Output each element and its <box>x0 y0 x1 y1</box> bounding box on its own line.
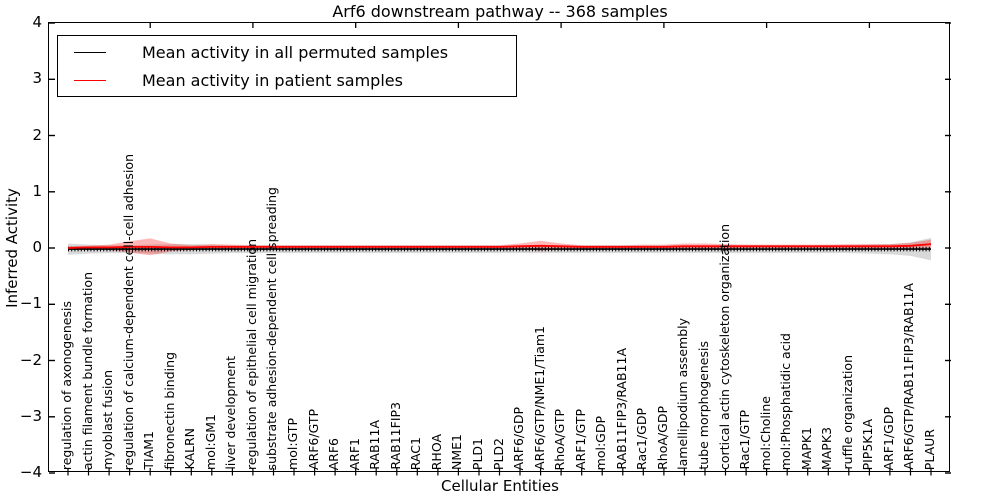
x-tick-label: mol:GTP <box>285 418 301 470</box>
legend-label: Mean activity in patient samples <box>142 70 403 90</box>
x-tick-label: substrate adhesion-dependent cell spread… <box>264 186 280 470</box>
x-tick-label: mol:Choline <box>757 395 773 470</box>
legend-item-permuted: Mean activity in all permuted samples <box>58 42 516 62</box>
legend-item-patient: Mean activity in patient samples <box>58 70 516 90</box>
y-tick-label: −3 <box>19 406 42 425</box>
x-tick-label: ruffle organization <box>839 355 855 470</box>
x-tick-label: ARF6/GTP/RAB11FIP3/RAB11A <box>901 283 917 470</box>
red-line-swatch-icon <box>74 79 106 81</box>
legend: Mean activity in all permuted samples Me… <box>57 35 517 97</box>
y-tick-label: 2 <box>32 125 42 144</box>
x-tick-label: Rac1/GDP <box>634 408 650 470</box>
x-tick-label: RAB11A <box>367 420 383 470</box>
x-tick-label: NME1 <box>449 434 465 470</box>
x-tick-label: liver development <box>223 356 239 470</box>
x-tick-label: MAPK1 <box>798 426 814 470</box>
x-tick-label: mol:GM1 <box>202 414 218 470</box>
x-tick-label: ARF1/GDP <box>880 406 896 470</box>
x-tick-label: ARF6/GTP/NME1/Tiam1 <box>531 326 547 470</box>
x-tick-label: fibronectin binding <box>161 352 177 470</box>
x-tick-label: cortical actin cytoskeleton organization <box>716 224 732 470</box>
x-tick-label: regulation of calcium-dependent cell-cel… <box>120 153 136 470</box>
black-line-swatch-icon <box>74 51 106 53</box>
x-tick-label: RAB11FIP3 <box>387 402 403 470</box>
plot-canvas <box>49 22 951 476</box>
x-tick-label: ARF6 <box>326 437 342 470</box>
x-tick-label: myoblast fusion <box>100 370 116 470</box>
x-tick-label: PLAUR <box>922 428 937 470</box>
y-tick-label: 4 <box>32 13 42 31</box>
x-tick-label: regulation of axonogenesis <box>59 300 74 470</box>
y-tick-label: −1 <box>19 294 42 313</box>
plot-area <box>48 22 951 476</box>
y-tick-label: 0 <box>32 238 42 256</box>
x-tick-label: ARF6/GDP <box>511 406 527 470</box>
x-tick-label: RAC1 <box>408 436 424 470</box>
x-tick-label: KALRN <box>182 428 198 470</box>
x-tick-label: lamellipodium assembly <box>675 318 691 470</box>
x-tick-label: actin filament bundle formation <box>79 271 95 470</box>
x-tick-label: ARF1 <box>346 437 362 470</box>
x-tick-label: RhoA/GTP <box>552 408 568 470</box>
x-tick-label: RhoA/GDP <box>654 406 670 470</box>
x-tick-label: RHOA <box>428 433 444 470</box>
y-tick-label: 1 <box>32 181 42 200</box>
x-tick-label: PLD1 <box>469 437 485 470</box>
x-tick-label: PIP5K1A <box>860 418 876 470</box>
x-tick-label: regulation of epithelial cell migration <box>243 239 259 470</box>
x-tick-label: Rac1/GTP <box>737 410 753 470</box>
x-tick-label: PLD2 <box>490 437 506 470</box>
y-tick-label: −4 <box>19 463 42 481</box>
x-tick-label: ARF1/GTP <box>572 408 588 470</box>
y-tick-label: 3 <box>32 69 42 88</box>
x-tick-label: mol:GDP <box>593 415 609 470</box>
x-tick-label: mol:Phosphatidic acid <box>778 332 794 470</box>
y-tick-label: −2 <box>19 350 42 369</box>
x-tick-label: tube morphogenesis <box>695 341 711 470</box>
x-tick-label: TIAM1 <box>141 431 157 470</box>
x-axis-label: Cellular Entities <box>441 477 559 495</box>
patient-mean-line <box>67 243 932 249</box>
x-tick-label: ARF6/GTP <box>305 408 321 470</box>
x-tick-label: RAB11FIP3/RAB11A <box>613 348 629 470</box>
x-tick-label: MAPK3 <box>819 426 835 470</box>
legend-label: Mean activity in all permuted samples <box>142 42 449 62</box>
chart-title: Arf6 downstream pathway -- 368 samples <box>332 2 668 21</box>
